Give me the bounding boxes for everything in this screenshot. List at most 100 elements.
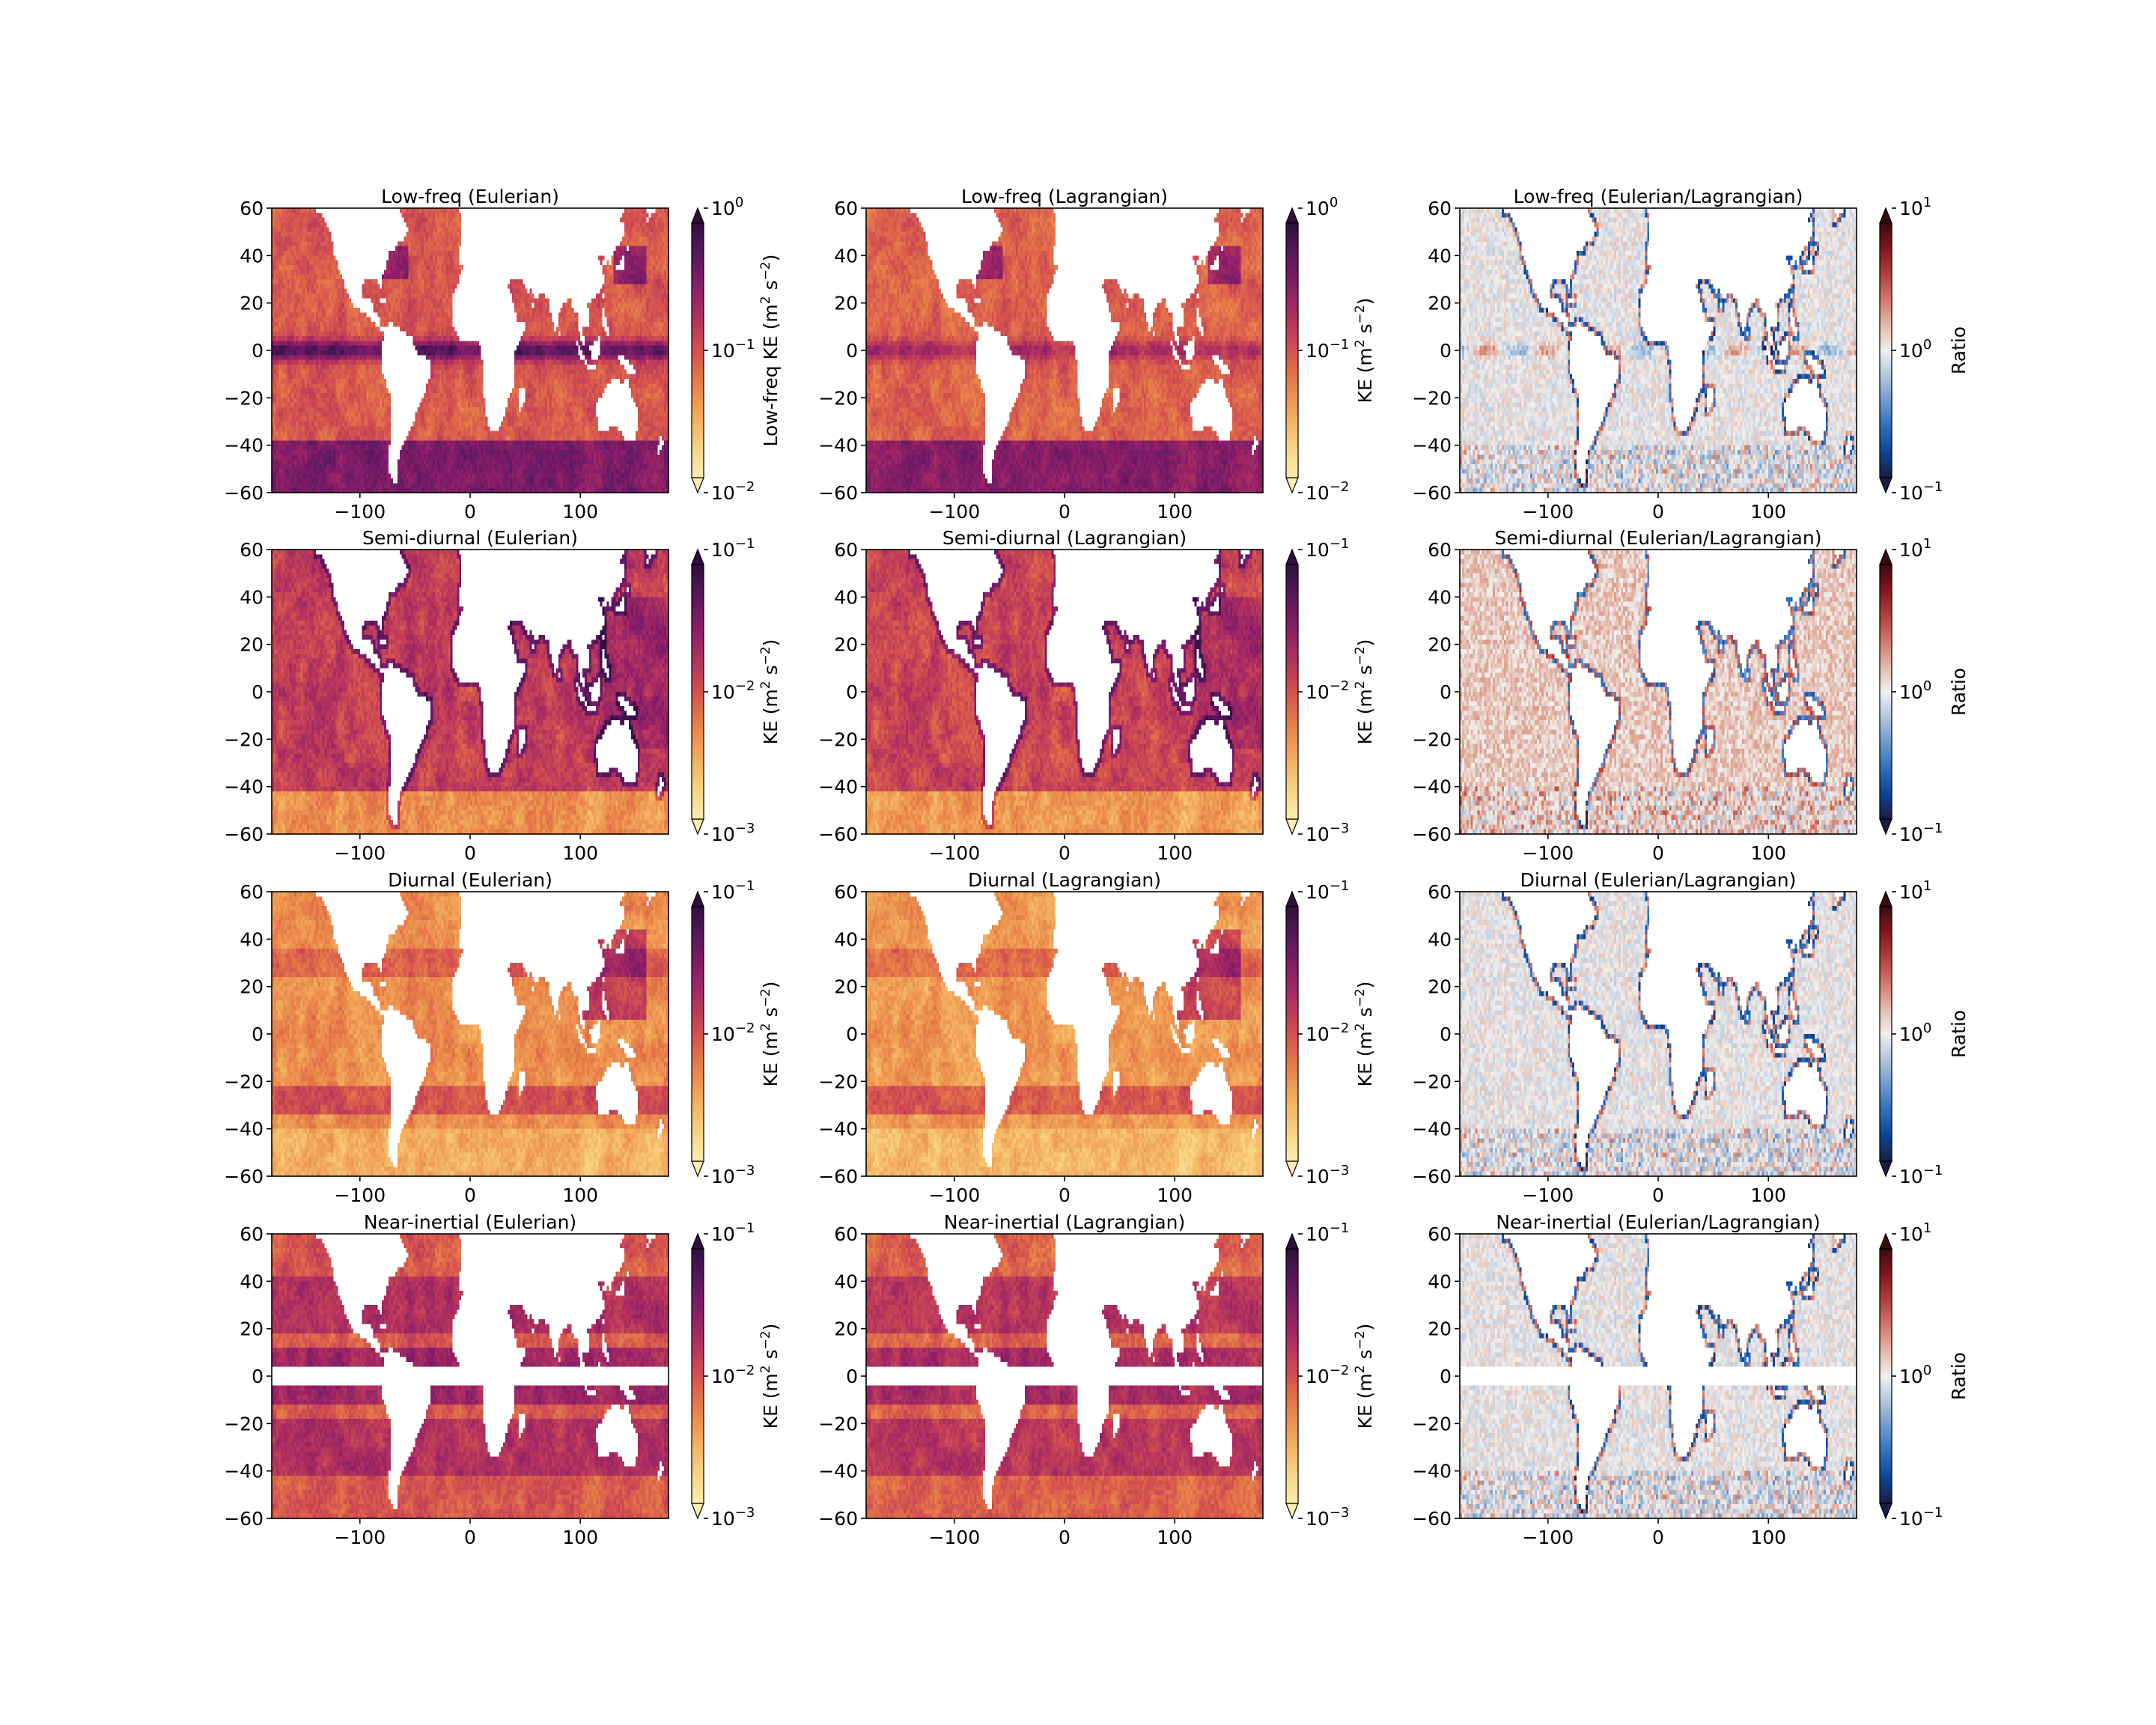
colorbar-tick-label: 10−1	[711, 1220, 755, 1245]
x-tick-label: −100	[928, 1184, 980, 1206]
colorbar-label: KE (m2 s−2)	[758, 982, 782, 1087]
x-tick-label: 100	[1157, 501, 1193, 523]
x-tick-label: −100	[334, 501, 386, 523]
colorbar-tick-label: 101	[1899, 195, 1931, 219]
y-tick-label: −40	[1412, 1119, 1452, 1140]
y-tick-label: −20	[818, 728, 858, 750]
colorbar-max-arrow	[1879, 890, 1892, 907]
y-tick-label: 40	[240, 1271, 264, 1292]
y-tick-label: −20	[224, 1413, 264, 1435]
y-tick-label: 20	[1428, 293, 1452, 314]
y-tick-label: 60	[834, 539, 858, 561]
colorbar-tick-label: 10−3	[1306, 821, 1349, 845]
x-tick-label: 100	[1157, 1184, 1193, 1206]
colorbar-tick-label: 10−2	[711, 678, 755, 703]
y-tick-label: −40	[818, 1461, 858, 1482]
y-tick-label: 20	[240, 293, 264, 314]
colorbar-tick-label: 100	[1306, 195, 1338, 219]
y-tick-label: 60	[240, 881, 264, 903]
panel-title: Low-freq (Lagrangian)	[961, 186, 1168, 207]
colorbar-max-arrow	[691, 548, 704, 565]
y-tick-label: −40	[1412, 435, 1452, 457]
colorbar-tick-label: 10−3	[1306, 1163, 1349, 1187]
y-tick-label: −40	[818, 435, 858, 457]
colorbar-tick-label: 10−1	[1899, 821, 1943, 845]
y-tick-label: −60	[818, 1508, 858, 1530]
colorbar	[691, 564, 704, 820]
x-tick-label: −100	[334, 842, 386, 864]
heatmap-image	[272, 550, 669, 834]
colorbar-label: KE (m2 s−2)	[758, 1324, 782, 1429]
y-tick-label: 40	[1428, 586, 1452, 608]
y-tick-label: 0	[846, 1366, 858, 1387]
colorbar-label: Ratio	[1948, 1352, 1970, 1400]
colorbar	[1879, 564, 1892, 820]
colorbar-tick-label: 10−1	[1899, 479, 1943, 504]
y-tick-label: 40	[240, 928, 264, 950]
heatmap-image	[272, 892, 669, 1176]
x-tick-label: 100	[1750, 842, 1786, 864]
colorbar-tick-label: 100	[1899, 337, 1931, 362]
colorbar-tick-label: 100	[1899, 1020, 1931, 1045]
x-tick-label: 0	[1059, 1184, 1071, 1206]
y-tick-label: −60	[1412, 1508, 1452, 1530]
panel-title: Low-freq (Eulerian)	[381, 186, 559, 207]
heatmap-image	[866, 208, 1263, 493]
colorbar-label: Low-freq KE (m2 s−2)	[758, 255, 782, 447]
y-tick-label: −40	[224, 776, 264, 798]
x-tick-label: −100	[1522, 1527, 1574, 1548]
y-tick-label: 60	[834, 198, 858, 219]
panel-title: Diurnal (Eulerian/Lagrangian)	[1520, 869, 1797, 891]
x-tick-label: 100	[1750, 1184, 1786, 1206]
colorbar	[691, 1248, 704, 1504]
colorbar-label: KE (m2 s−2)	[1353, 1324, 1376, 1429]
colorbar-tick-label: 100	[711, 195, 743, 219]
colorbar	[1285, 1248, 1299, 1504]
y-tick-label: 20	[834, 634, 858, 656]
y-tick-label: −20	[224, 387, 264, 409]
y-tick-label: −20	[1412, 728, 1452, 750]
x-tick-label: 100	[1750, 501, 1786, 523]
colorbar-tick-label: 10−2	[1306, 1020, 1349, 1045]
panel-title: Semi-diurnal (Lagrangian)	[943, 527, 1187, 549]
colorbar-min-arrow	[1879, 1503, 1892, 1520]
colorbar-tick-label: 10−1	[1899, 1505, 1943, 1530]
y-tick-label: 20	[834, 1318, 858, 1340]
colorbar	[1285, 906, 1299, 1162]
y-tick-label: 60	[1428, 881, 1452, 903]
y-tick-label: 40	[834, 245, 858, 267]
y-tick-label: 40	[834, 1271, 858, 1292]
y-tick-label: 20	[834, 976, 858, 998]
colorbar	[691, 222, 704, 478]
x-tick-label: 100	[562, 842, 598, 864]
x-tick-label: 0	[1059, 501, 1071, 523]
colorbar-tick-label: 10−3	[711, 1163, 755, 1187]
x-tick-label: 0	[464, 1527, 476, 1548]
panel-title: Semi-diurnal (Eulerian)	[362, 527, 578, 549]
colorbar	[1285, 222, 1299, 478]
colorbar-max-arrow	[691, 1232, 704, 1250]
y-tick-label: −20	[1412, 1071, 1452, 1092]
y-tick-label: −20	[1412, 1413, 1452, 1435]
x-tick-label: 100	[562, 1527, 598, 1548]
y-tick-label: 60	[240, 198, 264, 219]
colorbar-label: KE (m2 s−2)	[758, 639, 782, 745]
y-tick-label: −60	[1412, 824, 1452, 845]
x-tick-label: 0	[464, 501, 476, 523]
colorbar-tick-label: 10−2	[711, 1363, 755, 1387]
x-tick-label: 0	[1652, 1184, 1664, 1206]
x-tick-label: 100	[1750, 1527, 1786, 1548]
y-tick-label: 60	[240, 1223, 264, 1245]
y-tick-label: 60	[834, 881, 858, 903]
y-tick-label: 0	[252, 340, 264, 362]
colorbar-max-arrow	[691, 890, 704, 907]
y-tick-label: 40	[240, 245, 264, 267]
colorbar-label: KE (m2 s−2)	[1353, 639, 1376, 745]
y-tick-label: −20	[224, 728, 264, 750]
colorbar-tick-label: 10−2	[1306, 1363, 1349, 1387]
y-tick-label: 20	[1428, 976, 1452, 998]
y-tick-label: −60	[224, 1166, 264, 1187]
panel-5: Semi-diurnal (Eulerian/Lagrangian) −100 0 1…	[1412, 527, 1970, 864]
panel-title: Semi-diurnal (Eulerian/Lagrangian)	[1495, 527, 1822, 549]
y-tick-label: −60	[818, 824, 858, 845]
